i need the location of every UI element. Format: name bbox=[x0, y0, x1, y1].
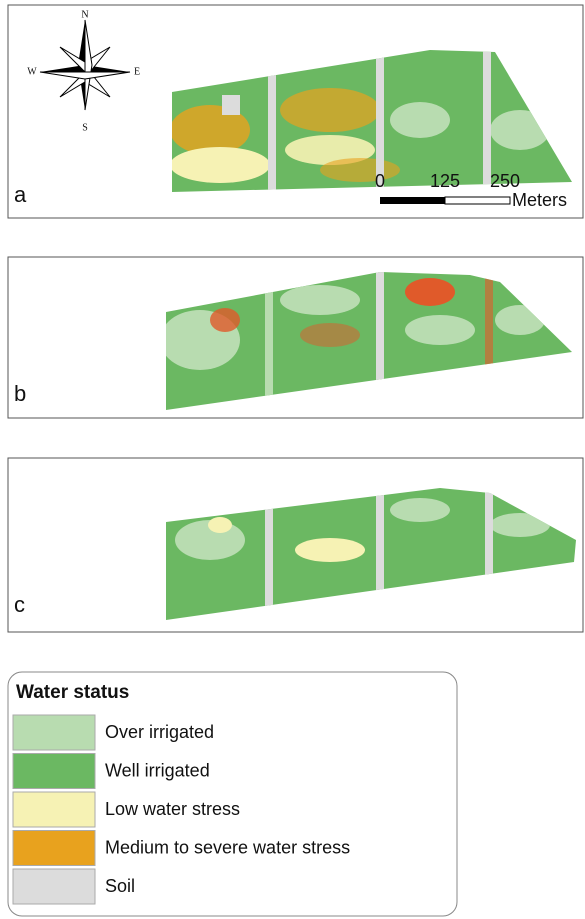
legend-swatch bbox=[13, 831, 95, 866]
scale-unit: Meters bbox=[512, 190, 567, 210]
scale-label: 0 bbox=[375, 171, 385, 191]
legend-swatch bbox=[13, 715, 95, 750]
panel-label: b bbox=[14, 381, 26, 406]
legend-label: Well irrigated bbox=[105, 760, 210, 780]
scale-bar bbox=[445, 197, 510, 204]
compass-n: N bbox=[81, 9, 88, 20]
compass bbox=[40, 20, 130, 110]
map-c bbox=[160, 480, 580, 625]
scale-label: 250 bbox=[490, 171, 520, 191]
scale-label: 125 bbox=[430, 171, 460, 191]
compass-s: S bbox=[82, 122, 88, 133]
legend-swatch bbox=[13, 792, 95, 827]
legend-label: Soil bbox=[105, 876, 135, 896]
legend-label: Low water stress bbox=[105, 799, 240, 819]
compass-e: E bbox=[134, 66, 140, 77]
panel-label: c bbox=[14, 592, 25, 617]
legend-label: Medium to severe water stress bbox=[105, 837, 350, 857]
legend-title: Water status bbox=[16, 682, 129, 703]
compass-w: W bbox=[27, 66, 37, 77]
map-b bbox=[160, 265, 580, 415]
scale-bar bbox=[380, 197, 445, 204]
legend-swatch bbox=[13, 869, 95, 904]
figure: N S E W 0 125 250 Meters a b c Water st bbox=[0, 0, 585, 919]
panel-label: a bbox=[14, 182, 27, 207]
legend-label: Over irrigated bbox=[105, 722, 214, 742]
legend-swatch bbox=[13, 754, 95, 789]
